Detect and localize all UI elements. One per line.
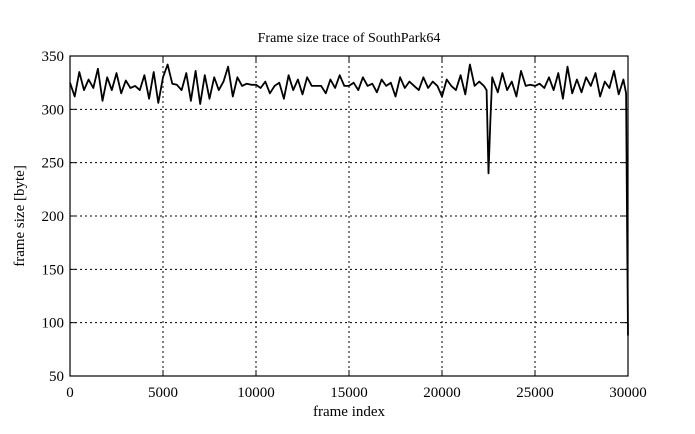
grid <box>69 55 629 377</box>
x-tick-label: 10000 <box>237 385 275 401</box>
y-tick-label: 150 <box>42 262 65 278</box>
x-axis-label: frame index <box>313 404 386 420</box>
y-tick-label: 50 <box>49 369 64 385</box>
x-tick-label: 20000 <box>423 385 461 401</box>
x-tick-label: 30000 <box>609 385 647 401</box>
x-tick-label: 0 <box>66 385 74 401</box>
plot-frame <box>69 55 629 377</box>
x-tick-label: 25000 <box>516 385 554 401</box>
tick-labels: 0 5000 10000 15000 20000 25000 30000 50 100 150 20… <box>42 49 647 401</box>
y-tick-label: 300 <box>42 102 65 118</box>
y-tick-label: 250 <box>42 156 65 172</box>
frame-size-trace-line <box>69 63 629 336</box>
y-tick-label: 100 <box>42 316 65 332</box>
y-tick-label: 200 <box>42 209 65 225</box>
chart-title: Frame size trace of SouthPark64 <box>258 31 441 46</box>
x-tick-label: 5000 <box>148 385 178 401</box>
series-frame-size <box>69 63 629 336</box>
x-tick-label: 15000 <box>330 385 368 401</box>
y-tick-label: 350 <box>42 49 65 65</box>
y-axis-label: frame size [byte] <box>12 165 28 267</box>
